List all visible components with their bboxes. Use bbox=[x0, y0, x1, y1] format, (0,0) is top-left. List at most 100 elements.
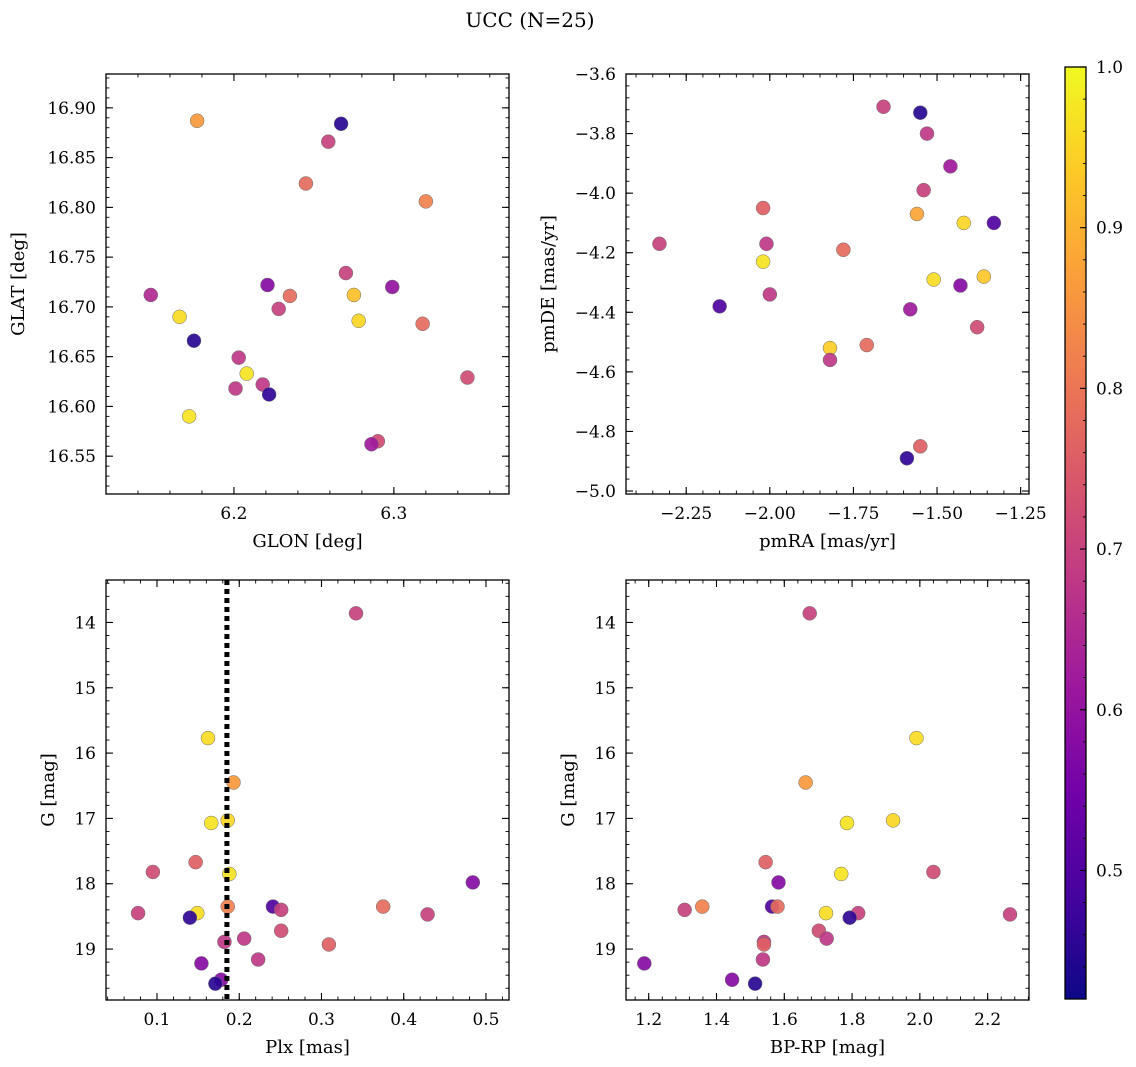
scatter-point bbox=[758, 854, 773, 870]
scatter-point bbox=[273, 923, 289, 939]
scatter-point bbox=[943, 159, 958, 174]
scatter-point bbox=[130, 905, 146, 921]
scatter-point bbox=[351, 313, 366, 329]
scatter-point bbox=[415, 316, 430, 332]
x-tick-label: 1.8 bbox=[839, 1010, 866, 1030]
scatter-point bbox=[333, 116, 349, 132]
scatter-point bbox=[842, 910, 857, 925]
y-axis-label: pmDE [mas/yr] bbox=[538, 215, 559, 353]
scatter-point bbox=[759, 236, 774, 252]
y-tick-label: 18 bbox=[594, 875, 616, 895]
scatter-point bbox=[261, 387, 277, 402]
x-tick-label: 2.2 bbox=[974, 1010, 1001, 1030]
scatter-point bbox=[260, 277, 275, 293]
scatter-point bbox=[755, 952, 771, 967]
scatter-point bbox=[189, 113, 205, 129]
x-tick-label: −1.25 bbox=[995, 504, 1047, 524]
scatter-point bbox=[819, 931, 834, 946]
scatter-point bbox=[652, 236, 667, 252]
y-tick-label: 16.90 bbox=[47, 99, 96, 119]
panel-bprp-g: 1.2 1.4 1.6 1.8 2.0 2.2 14 15 16 17 18 19 BP-RP [ma… bbox=[558, 579, 1030, 1058]
scatter-point bbox=[282, 288, 298, 304]
y-tick-label: −3.8 bbox=[575, 125, 616, 145]
colorbar-tick-label: 0.9 bbox=[1096, 219, 1123, 239]
scatter-point bbox=[273, 902, 289, 918]
scatter-point bbox=[182, 910, 198, 925]
colorbar-tick-label: 0.8 bbox=[1096, 379, 1123, 399]
axes-frame bbox=[105, 579, 510, 1001]
scatter-point bbox=[460, 370, 475, 385]
scatter-point bbox=[986, 215, 1002, 231]
scatter-point bbox=[321, 937, 337, 952]
colorbar-tick-label: 0.5 bbox=[1096, 861, 1123, 881]
x-tick-label: −2.25 bbox=[660, 504, 712, 524]
y-tick-label: 15 bbox=[594, 679, 616, 699]
scatter-point bbox=[903, 302, 918, 317]
x-axis-label: Plx [mas] bbox=[265, 1037, 350, 1058]
y-tick-label: 19 bbox=[74, 940, 96, 960]
scatter-point bbox=[919, 126, 935, 141]
y-tick-label: 16.65 bbox=[47, 348, 96, 368]
scatter-point bbox=[818, 905, 834, 921]
panel-pmra-pmde: −2.25 −2.00 −1.75 −1.50 −1.25 −5.0 −4.8 −4.6 −4.… bbox=[538, 65, 1047, 552]
scatter-point bbox=[143, 287, 159, 303]
y-tick-label: 19 bbox=[594, 940, 616, 960]
x-tick-label: 0.4 bbox=[390, 1010, 417, 1030]
axes-frame bbox=[625, 73, 1030, 495]
scatter-point bbox=[976, 269, 992, 284]
scatter-point bbox=[348, 606, 364, 621]
y-tick-label: 16 bbox=[74, 744, 96, 764]
y-tick-label: −4.6 bbox=[575, 363, 616, 383]
scatter-point bbox=[926, 864, 941, 880]
colorbar-frame bbox=[1064, 66, 1087, 1000]
scatter-point bbox=[321, 134, 336, 149]
scatter-point bbox=[231, 350, 246, 365]
axes-frame bbox=[625, 579, 1030, 1001]
x-tick-label: −1.50 bbox=[911, 504, 963, 524]
scatter-point bbox=[913, 439, 928, 454]
y-tick-label: 14 bbox=[594, 613, 616, 633]
scatter-point bbox=[1002, 907, 1018, 922]
y-tick-label: 16 bbox=[594, 744, 616, 764]
scatter-point bbox=[375, 899, 391, 914]
x-tick-label: 6.3 bbox=[380, 504, 407, 524]
y-tick-label: −4.8 bbox=[575, 422, 616, 442]
y-tick-label: −4.4 bbox=[575, 303, 616, 323]
y-tick-label: −4.2 bbox=[575, 244, 616, 264]
scatter-points bbox=[652, 99, 1002, 466]
y-tick-label: 16.55 bbox=[47, 447, 96, 467]
scatter-point bbox=[926, 272, 941, 287]
scatter-point bbox=[756, 937, 772, 952]
scatter-point bbox=[953, 278, 968, 293]
y-tick-label: 17 bbox=[74, 809, 96, 829]
scatter-point bbox=[755, 254, 771, 269]
y-tick-label: 16.80 bbox=[47, 198, 96, 218]
scatter-point bbox=[271, 301, 286, 317]
scatter-point bbox=[188, 854, 203, 870]
scatter-point bbox=[228, 381, 243, 396]
x-tick-label: 2.0 bbox=[906, 1010, 933, 1030]
scatter-point bbox=[876, 99, 891, 115]
scatter-point bbox=[677, 902, 692, 918]
scatter-point bbox=[859, 337, 875, 353]
scatter-points bbox=[637, 606, 1018, 991]
scatter-point bbox=[916, 182, 931, 198]
x-tick-label: 0.1 bbox=[143, 1010, 170, 1030]
scatter-point bbox=[200, 730, 216, 746]
scatter-point bbox=[770, 899, 785, 914]
scatter-point bbox=[909, 730, 924, 746]
scatter-point bbox=[755, 200, 771, 216]
scatter-point bbox=[186, 333, 202, 348]
scatter-point bbox=[236, 931, 252, 946]
y-axis-label: G [mag] bbox=[38, 753, 59, 826]
y-tick-label: −4.0 bbox=[575, 184, 616, 204]
colorbar-gradient bbox=[1065, 67, 1086, 999]
scatter-point bbox=[802, 606, 817, 621]
scatter-point bbox=[747, 976, 763, 991]
x-tick-label: 0.5 bbox=[472, 1010, 499, 1030]
y-axis-label: G [mag] bbox=[558, 753, 579, 826]
y-tick-label: 15 bbox=[74, 679, 96, 699]
y-tick-label: 16.75 bbox=[47, 248, 96, 268]
colorbar-tick-label: 1.0 bbox=[1096, 58, 1123, 78]
